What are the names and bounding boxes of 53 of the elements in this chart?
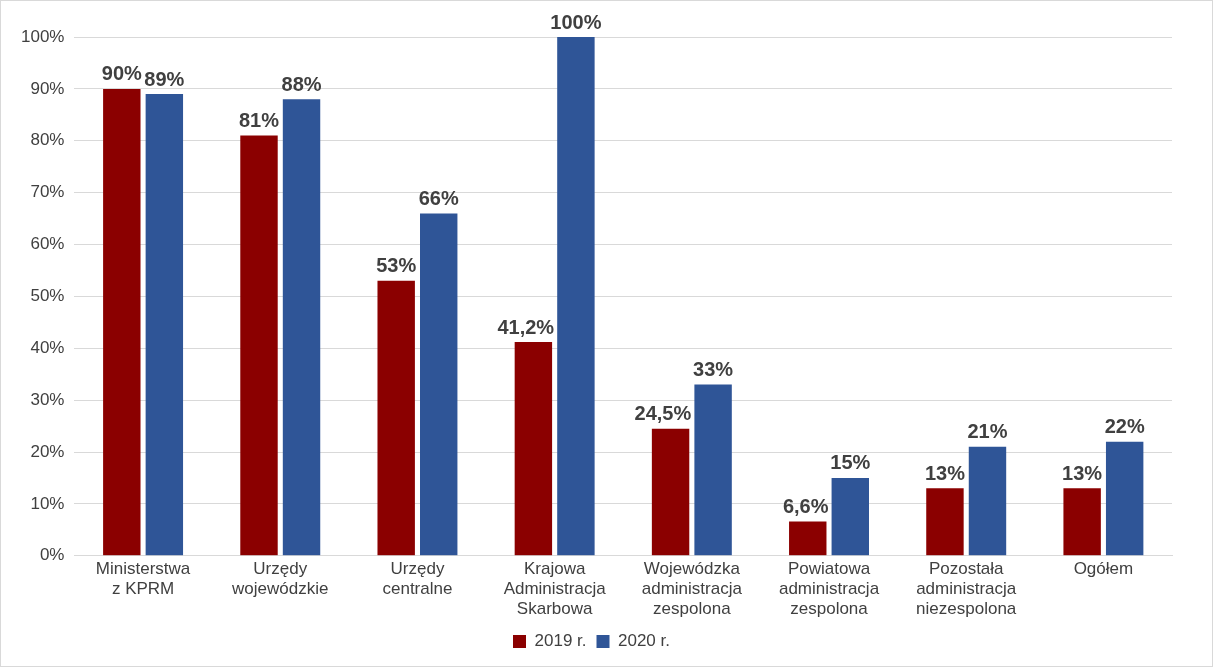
data-label: 13% bbox=[1062, 461, 1103, 484]
data-label: 41,2% bbox=[497, 315, 555, 338]
data-label: 53% bbox=[376, 254, 417, 277]
y-tick-label: 100% bbox=[21, 26, 65, 46]
y-tick-label: 20% bbox=[30, 441, 65, 461]
x-tick-label: Powiatowa administracja zespolona bbox=[778, 558, 880, 619]
y-tick-label: 70% bbox=[30, 182, 65, 202]
y-tick-label: 80% bbox=[30, 130, 65, 150]
x-tick-label: Ogółem bbox=[1073, 558, 1134, 578]
x-tick-label: Pozostała administracja niezespolona bbox=[916, 558, 1017, 619]
data-label: 81% bbox=[238, 109, 280, 132]
y-tick-label: 50% bbox=[30, 286, 65, 306]
x-tick-label: Ministerstwa z KPRM bbox=[95, 558, 191, 599]
data-label: 89% bbox=[144, 67, 185, 90]
data-label: 100% bbox=[550, 10, 602, 33]
legend-label: 2019 r. bbox=[534, 631, 587, 651]
y-tick-label: 10% bbox=[30, 493, 65, 513]
x-tick-label: Urzędy centralne bbox=[382, 558, 453, 599]
bar bbox=[926, 488, 964, 556]
bar bbox=[377, 280, 415, 556]
data-label: 24,5% bbox=[634, 402, 692, 425]
data-label: 21% bbox=[967, 420, 1008, 443]
data-label: 90% bbox=[101, 62, 143, 85]
y-tick-label: 90% bbox=[30, 78, 65, 98]
bar bbox=[694, 384, 732, 556]
x-tick-label: Wojewódzka administracja zespolona bbox=[641, 558, 743, 619]
bar bbox=[968, 446, 1007, 556]
bar bbox=[514, 342, 553, 556]
y-tick-label: 40% bbox=[30, 337, 65, 357]
bar bbox=[145, 94, 184, 556]
data-label: 66% bbox=[418, 186, 459, 209]
x-tick-label: Krajowa Administracja Skarbowa bbox=[503, 558, 607, 619]
data-label: 13% bbox=[924, 461, 966, 484]
y-tick-label: 30% bbox=[30, 389, 65, 409]
bar bbox=[103, 88, 141, 556]
bar bbox=[789, 521, 827, 556]
data-label: 22% bbox=[1104, 415, 1145, 438]
bar bbox=[240, 135, 278, 556]
y-tick-label: 60% bbox=[30, 234, 65, 254]
data-label: 33% bbox=[693, 358, 734, 381]
legend-label: 2020 r. bbox=[618, 631, 670, 651]
y-tick-label: 0% bbox=[39, 545, 65, 565]
bar bbox=[1063, 488, 1101, 556]
data-label: 15% bbox=[830, 451, 871, 474]
data-label: 88% bbox=[281, 72, 322, 95]
bar bbox=[420, 213, 458, 556]
bar bbox=[651, 428, 690, 556]
bar bbox=[282, 99, 321, 556]
bar bbox=[557, 37, 595, 556]
x-tick-label: Urzędy wojewódzkie bbox=[231, 558, 329, 599]
bar bbox=[831, 477, 869, 556]
bar bbox=[1105, 441, 1144, 556]
data-label: 6,6% bbox=[782, 495, 829, 518]
